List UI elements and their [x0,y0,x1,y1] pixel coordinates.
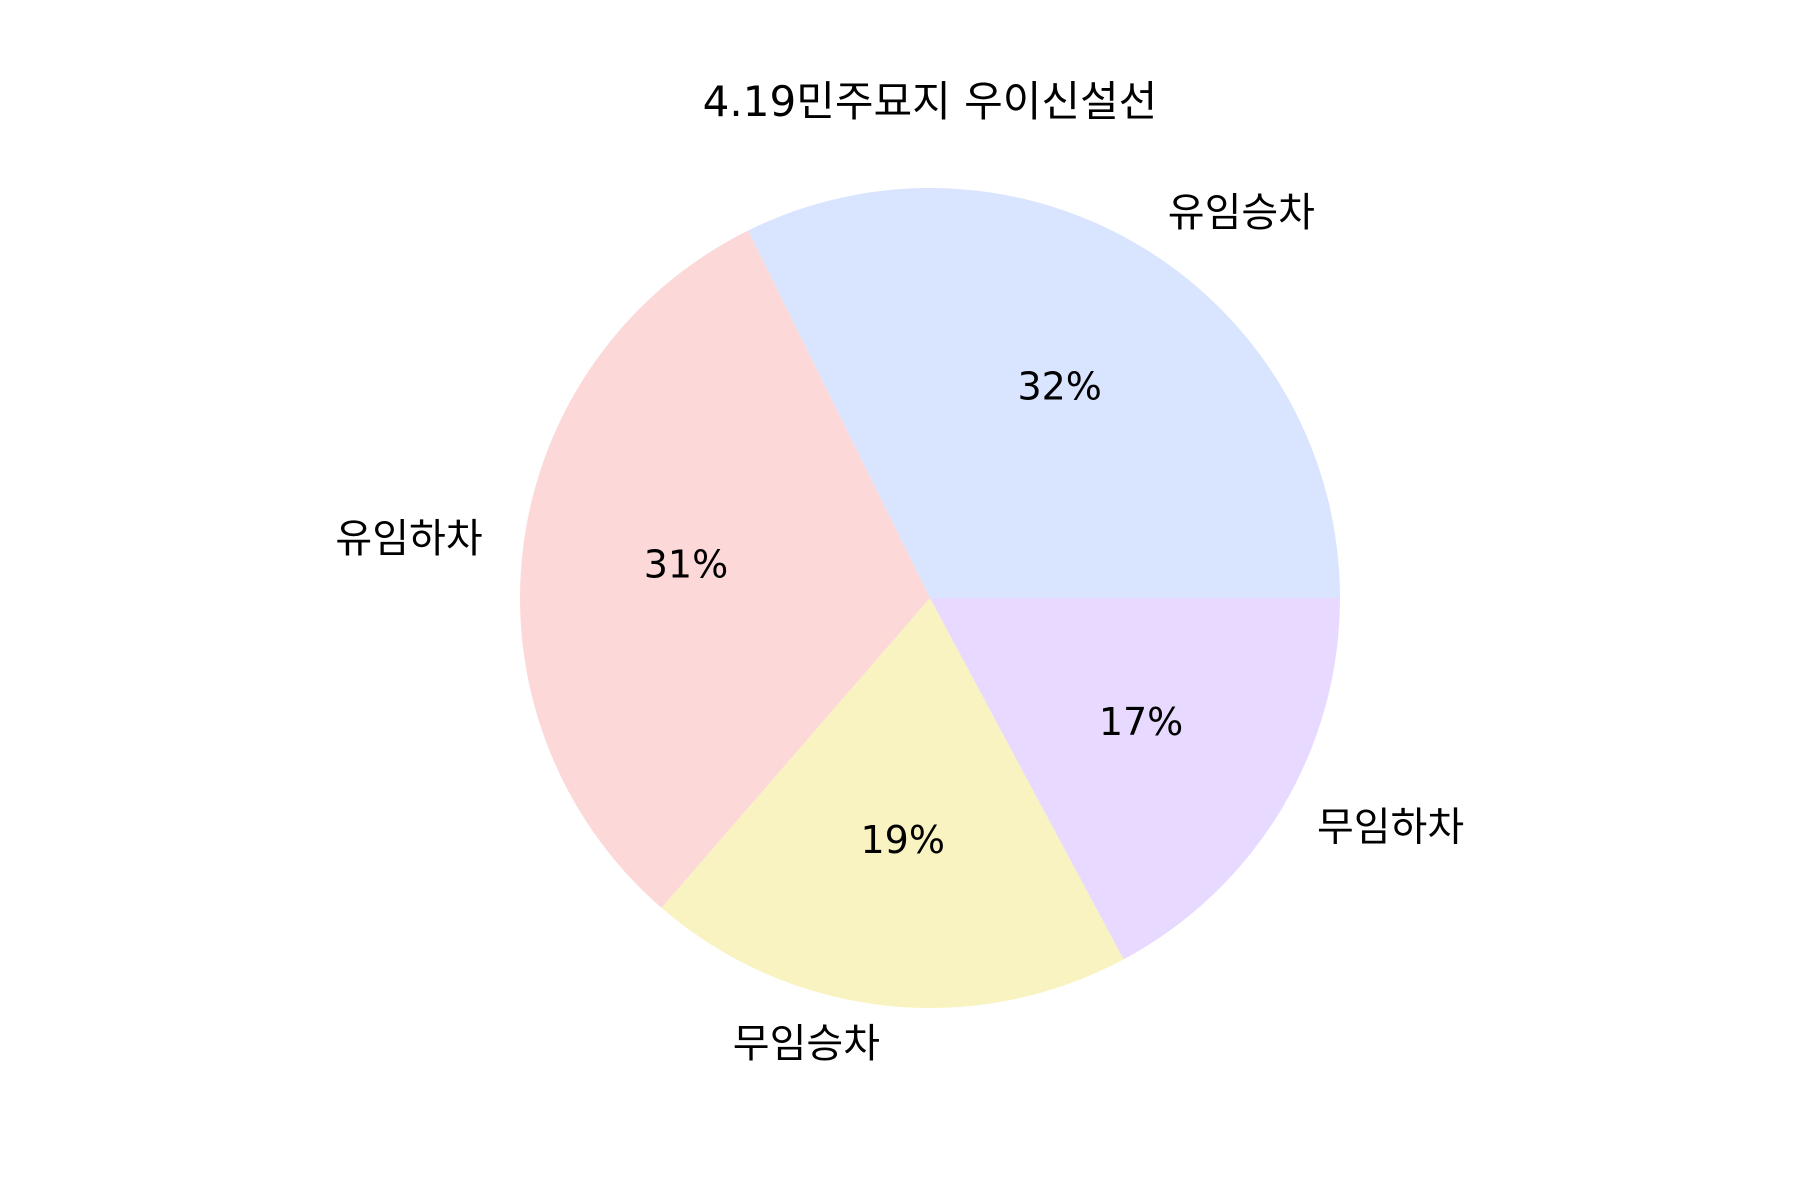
slice-percent-label-2: 31% [644,542,728,586]
slice-label-1: 유임승차 [1168,190,1315,236]
slice-percent-label-4: 17% [1099,700,1183,744]
pie-slice-3 [661,598,1124,1008]
pie-slice-1 [747,188,1340,599]
pie-labels: 유임승차 32% 유임하차 31% 무임승차 19% 무임하차 17% [335,190,1464,1067]
slice-percent-label-1: 32% [1017,364,1101,408]
pie-slice-2 [519,230,930,908]
slice-label-4: 무임하차 [1317,805,1464,851]
slice-label-2: 유임하차 [335,516,482,562]
pie-slice-4 [930,598,1340,960]
chart-title: 4.19민주묘지 우이신설선 [703,77,1158,126]
pie-slices [519,188,1340,1008]
slice-percent-label-3: 19% [860,818,944,862]
slice-label-3: 무임승차 [733,1021,880,1067]
